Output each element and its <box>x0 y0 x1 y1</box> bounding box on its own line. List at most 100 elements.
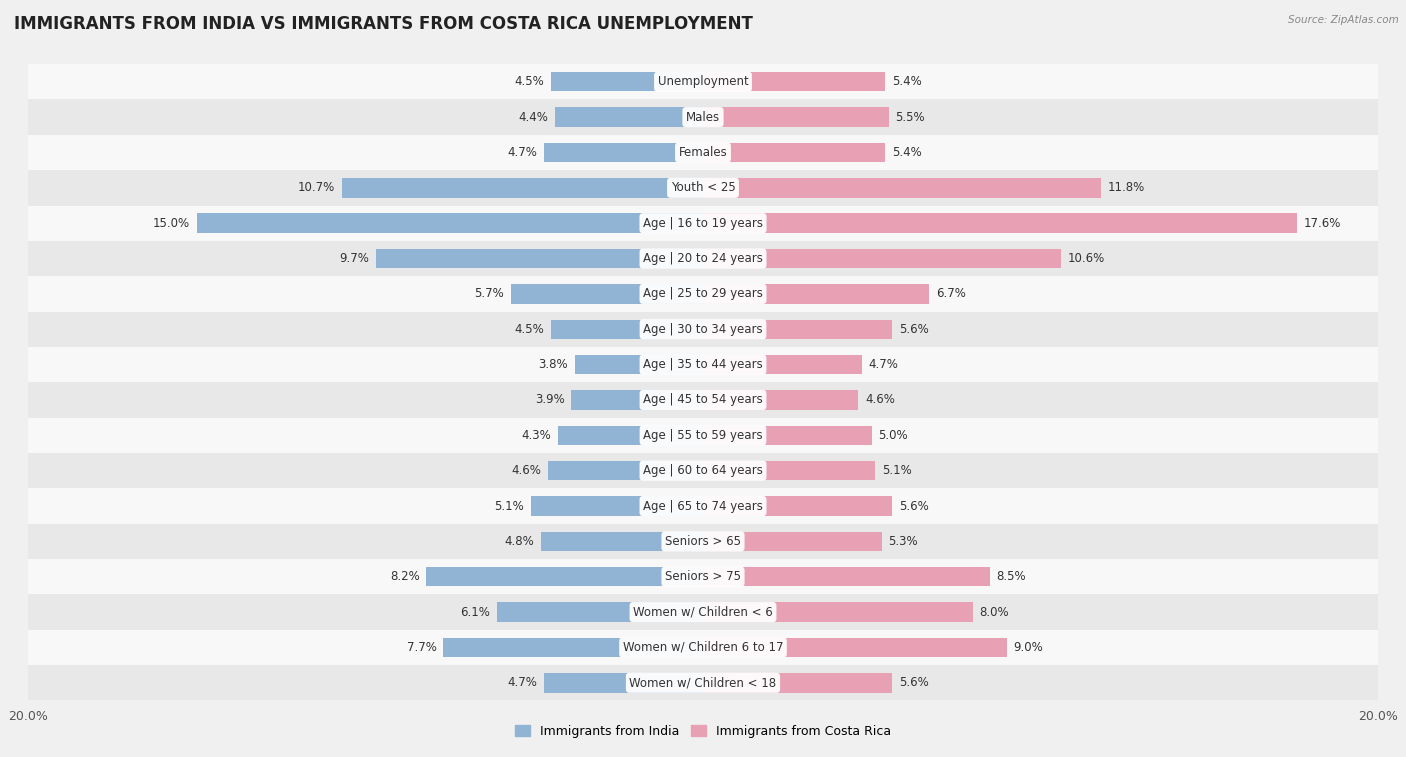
Text: Age | 45 to 54 years: Age | 45 to 54 years <box>643 394 763 407</box>
Text: 5.1%: 5.1% <box>495 500 524 512</box>
Text: 6.7%: 6.7% <box>936 288 966 301</box>
Text: 9.7%: 9.7% <box>339 252 368 265</box>
Bar <box>703 213 1296 233</box>
Bar <box>28 99 1378 135</box>
Bar <box>510 284 703 304</box>
Text: 5.0%: 5.0% <box>879 428 908 442</box>
Text: 5.7%: 5.7% <box>474 288 503 301</box>
Bar <box>703 567 990 587</box>
Text: 4.7%: 4.7% <box>508 676 537 690</box>
Text: 5.6%: 5.6% <box>898 322 928 336</box>
Bar <box>28 170 1378 205</box>
Text: 4.6%: 4.6% <box>865 394 894 407</box>
Text: 8.5%: 8.5% <box>997 570 1026 583</box>
Bar <box>342 178 703 198</box>
Text: Source: ZipAtlas.com: Source: ZipAtlas.com <box>1288 15 1399 25</box>
Text: Women w/ Children < 6: Women w/ Children < 6 <box>633 606 773 618</box>
Bar <box>703 143 886 162</box>
Bar <box>703 497 891 516</box>
Bar <box>375 249 703 268</box>
Bar <box>703 72 886 92</box>
Text: 10.6%: 10.6% <box>1067 252 1105 265</box>
Text: 5.1%: 5.1% <box>882 464 911 477</box>
Text: 11.8%: 11.8% <box>1108 182 1144 195</box>
Bar <box>703 178 1101 198</box>
Text: 5.6%: 5.6% <box>898 500 928 512</box>
Bar <box>426 567 703 587</box>
Text: Women w/ Children 6 to 17: Women w/ Children 6 to 17 <box>623 641 783 654</box>
Text: 5.4%: 5.4% <box>891 75 922 89</box>
Bar <box>703 603 973 621</box>
Text: Age | 55 to 59 years: Age | 55 to 59 years <box>643 428 763 442</box>
Legend: Immigrants from India, Immigrants from Costa Rica: Immigrants from India, Immigrants from C… <box>509 720 897 743</box>
Text: 4.4%: 4.4% <box>517 111 548 123</box>
Bar <box>703 673 891 693</box>
Bar <box>575 355 703 374</box>
Bar <box>28 382 1378 418</box>
Text: Age | 16 to 19 years: Age | 16 to 19 years <box>643 217 763 229</box>
Bar <box>703 461 875 481</box>
Text: 4.8%: 4.8% <box>505 535 534 548</box>
Bar <box>28 347 1378 382</box>
Text: 5.5%: 5.5% <box>896 111 925 123</box>
Bar <box>197 213 703 233</box>
Bar <box>548 461 703 481</box>
Bar <box>571 391 703 410</box>
Text: 17.6%: 17.6% <box>1303 217 1341 229</box>
Bar <box>703 531 882 551</box>
Text: Age | 25 to 29 years: Age | 25 to 29 years <box>643 288 763 301</box>
Bar <box>703 425 872 445</box>
Text: 7.7%: 7.7% <box>406 641 436 654</box>
Text: Females: Females <box>679 146 727 159</box>
Bar <box>703 637 1007 657</box>
Text: Age | 20 to 24 years: Age | 20 to 24 years <box>643 252 763 265</box>
Text: 4.3%: 4.3% <box>522 428 551 442</box>
Bar <box>703 355 862 374</box>
Text: 9.0%: 9.0% <box>1014 641 1043 654</box>
Text: 3.8%: 3.8% <box>538 358 568 371</box>
Text: 15.0%: 15.0% <box>153 217 190 229</box>
Bar <box>28 312 1378 347</box>
Text: 4.7%: 4.7% <box>869 358 898 371</box>
Text: Age | 65 to 74 years: Age | 65 to 74 years <box>643 500 763 512</box>
Text: Males: Males <box>686 111 720 123</box>
Bar <box>551 319 703 339</box>
Bar <box>28 488 1378 524</box>
Text: Women w/ Children < 18: Women w/ Children < 18 <box>630 676 776 690</box>
Text: Age | 30 to 34 years: Age | 30 to 34 years <box>643 322 763 336</box>
Text: Age | 60 to 64 years: Age | 60 to 64 years <box>643 464 763 477</box>
Text: 3.9%: 3.9% <box>534 394 565 407</box>
Bar <box>28 64 1378 99</box>
Bar <box>443 637 703 657</box>
Text: 4.5%: 4.5% <box>515 75 544 89</box>
Text: 4.5%: 4.5% <box>515 322 544 336</box>
Bar <box>28 665 1378 700</box>
Bar <box>28 241 1378 276</box>
Bar <box>703 391 858 410</box>
Bar <box>703 249 1060 268</box>
Bar <box>28 594 1378 630</box>
Bar <box>541 531 703 551</box>
Bar <box>531 497 703 516</box>
Text: 4.7%: 4.7% <box>508 146 537 159</box>
Bar <box>28 524 1378 559</box>
Bar <box>28 418 1378 453</box>
Text: 10.7%: 10.7% <box>298 182 335 195</box>
Bar <box>28 453 1378 488</box>
Bar <box>703 107 889 127</box>
Bar <box>28 559 1378 594</box>
Text: 5.3%: 5.3% <box>889 535 918 548</box>
Bar <box>558 425 703 445</box>
Text: 5.6%: 5.6% <box>898 676 928 690</box>
Text: Unemployment: Unemployment <box>658 75 748 89</box>
Text: 8.2%: 8.2% <box>389 570 419 583</box>
Bar <box>544 673 703 693</box>
Text: Seniors > 65: Seniors > 65 <box>665 535 741 548</box>
Bar <box>554 107 703 127</box>
Text: Youth < 25: Youth < 25 <box>671 182 735 195</box>
Bar <box>551 72 703 92</box>
Bar <box>498 603 703 621</box>
Text: 6.1%: 6.1% <box>461 606 491 618</box>
Text: Seniors > 75: Seniors > 75 <box>665 570 741 583</box>
Bar <box>28 630 1378 665</box>
